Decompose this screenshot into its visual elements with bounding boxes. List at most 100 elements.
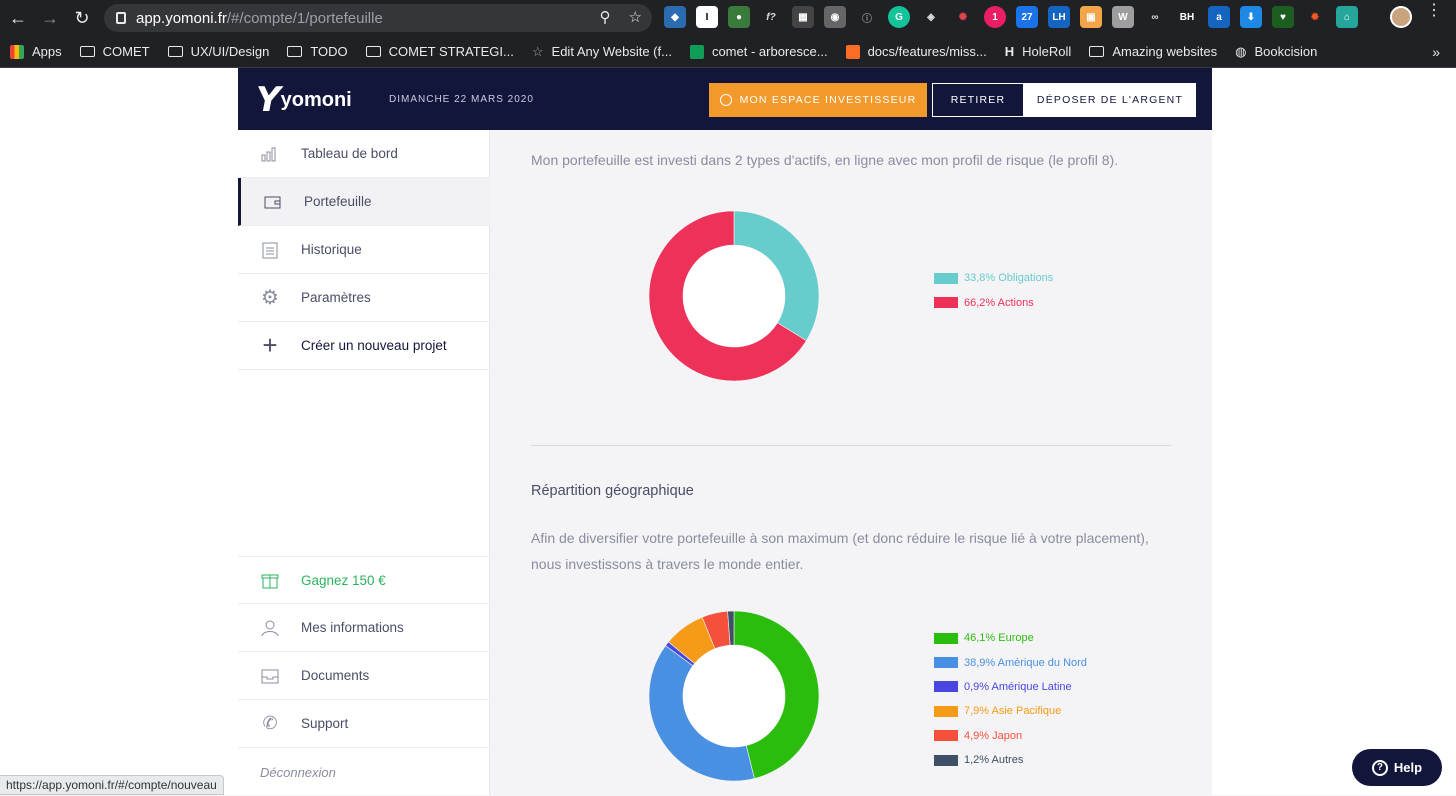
extension-icon[interactable]: ◆ [664,6,686,28]
bookmark-folder[interactable]: Amazing websites [1089,44,1217,59]
sidebar-item-label: Support [301,716,349,731]
sidebar-item-support[interactable]: ✆ Support [238,700,490,748]
bookmark-label: Apps [32,44,62,59]
link-icon[interactable]: ∞ [1151,11,1159,23]
globe-icon: ◍ [1235,43,1247,59]
bookmark-label: TODO [310,44,348,59]
folder-icon [167,46,183,57]
extension-icon[interactable]: LH [1048,6,1070,28]
sidebar: Tableau de bord Portefeuille Historique … [238,130,490,795]
menu-dots-icon[interactable]: ⋮ [1426,2,1442,19]
bookmark-label: comet - arboresce... [711,44,828,59]
legend-swatch [934,632,958,644]
zoom-icon[interactable]: ⚲ [599,9,611,26]
deposit-button[interactable]: DÉPOSER DE L'ARGENT [1024,83,1196,117]
bookmark-link[interactable]: H HoleRoll [1005,44,1072,59]
asset-allocation-legend: 33,8% Obligations 66,2% Actions [934,266,1053,315]
bookmark-star-icon[interactable]: ☆ [628,9,642,26]
bookmark-apps[interactable]: Apps [10,44,62,59]
url-host: app.yomoni.fr [136,9,227,27]
bookmarks-more[interactable]: » [1432,44,1440,60]
sidebar-item-documents[interactable]: Documents [238,652,490,700]
legend-item[interactable]: 7,9% Asie Pacifique [934,699,1087,723]
phone-icon: ✆ [262,713,278,733]
sidebar-item-label: Historique [301,242,362,257]
question-icon: ? [1371,759,1388,776]
legend-label: 1,2% Autres [964,754,1024,767]
page-margin-right [1212,68,1456,795]
sidebar-item-settings[interactable]: ⚙ Paramètres [238,274,490,322]
download-icon[interactable]: ⬇ [1240,6,1262,28]
extension-icon[interactable]: a [1208,6,1230,28]
extension-icon[interactable]: ✹ [1310,11,1320,23]
extension-icon[interactable]: ♥ [1272,6,1294,28]
sidebar-item-history[interactable]: Historique [238,226,490,274]
sidebar-item-dashboard[interactable]: Tableau de bord [238,130,490,178]
forward-arrow-icon[interactable]: → [41,7,59,28]
sidebar-item-referral[interactable]: Gagnez 150 € [238,556,490,604]
sidebar-item-portfolio[interactable]: Portefeuille [238,178,490,226]
clipboard-icon [260,240,280,260]
extension-icon[interactable]: I [696,6,718,28]
bookmark-link[interactable]: comet - arboresce... [689,44,828,59]
page-margin-left [0,68,238,795]
legend-item[interactable]: 38,9% Amérique du Nord [934,650,1087,674]
sidebar-item-new-project[interactable]: + Créer un nouveau projet [238,322,490,370]
bookmark-link[interactable]: ◍ Bookcision [1235,44,1317,60]
extension-icon[interactable]: ● [728,6,750,28]
layers-icon[interactable]: ◈ [927,11,935,23]
back-arrow-icon[interactable]: ← [9,7,27,28]
address-bar[interactable]: app.yomoni.fr/#/compte/1/portefeuille ⚲ … [104,4,652,32]
yomoni-logo[interactable]: Y yomoni [256,80,352,120]
folder-icon [79,46,95,57]
bookmark-folder[interactable]: COMET STRATEGI... [365,44,514,59]
legend-item[interactable]: 1,2% Autres [934,748,1087,772]
extension-icon[interactable]: ▣ [1080,6,1102,28]
bookmark-folder[interactable]: TODO [287,44,348,59]
legend-item[interactable]: 66,2% Actions [934,290,1053,314]
bookmark-folder[interactable]: COMET [79,44,150,59]
logo-y-mark: Y [256,80,281,120]
extension-icon[interactable]: f? [766,11,776,23]
bookmark-link[interactable]: ☆ Edit Any Website (f... [532,44,672,60]
help-button[interactable]: ? Help [1352,749,1442,786]
withdraw-button[interactable]: RETIRER [932,83,1024,117]
extension-icon[interactable]: W [1112,6,1134,28]
plus-icon: + [262,330,278,360]
extension-icon[interactable]: ⌂ [1336,6,1358,28]
extension-icon[interactable]: 1 [984,6,1006,28]
extension-icon[interactable]: BH [1179,11,1195,23]
app-header: Y yomoni DIMANCHE 22 MARS 2020 MON ESPAC… [238,68,1212,130]
legend-swatch [934,705,958,717]
legend-item[interactable]: 4,9% Japon [934,724,1087,748]
asset-allocation-donut-chart [648,210,820,382]
lock-icon [116,12,126,24]
legend-item[interactable]: 46,1% Europe [934,626,1087,650]
bar-chart-icon [260,144,280,164]
bookmark-label: COMET [102,44,150,59]
camera-icon[interactable]: ◉ [824,6,846,28]
extension-icon[interactable]: ✺ [958,11,968,23]
sidebar-item-logout[interactable]: Déconnexion [238,748,490,796]
reload-icon[interactable]: ↻ [74,7,90,28]
extension-icon[interactable]: 27 [1016,6,1038,28]
legend-swatch [934,730,958,742]
grammarly-icon[interactable]: G [888,6,910,28]
profile-avatar[interactable] [1390,6,1412,28]
sidebar-item-my-info[interactable]: Mes informations [238,604,490,652]
bookmark-folder[interactable]: UX/UI/Design [167,44,269,59]
url-path: /#/compte/1/portefeuille [226,9,383,27]
bookmarks-bar: Apps COMET UX/UI/Design TODO COMET STRAT… [0,36,1456,68]
extension-icon[interactable]: ▦ [792,6,814,28]
sidebar-item-label: Documents [301,668,370,683]
gear-icon: ⚙ [261,287,279,309]
bookmark-link[interactable]: docs/features/miss... [845,44,987,59]
legend-item[interactable]: 0,9% Amérique Latine [934,675,1087,699]
sidebar-item-label: Tableau de bord [301,146,398,161]
user-icon [260,618,280,638]
section-divider [531,445,1171,446]
investor-space-button[interactable]: MON ESPACE INVESTISSEUR [709,83,927,117]
header-date: DIMANCHE 22 MARS 2020 [389,94,534,105]
legend-item[interactable]: 33,8% Obligations [934,266,1053,290]
info-icon[interactable]: ⓘ [862,13,872,25]
